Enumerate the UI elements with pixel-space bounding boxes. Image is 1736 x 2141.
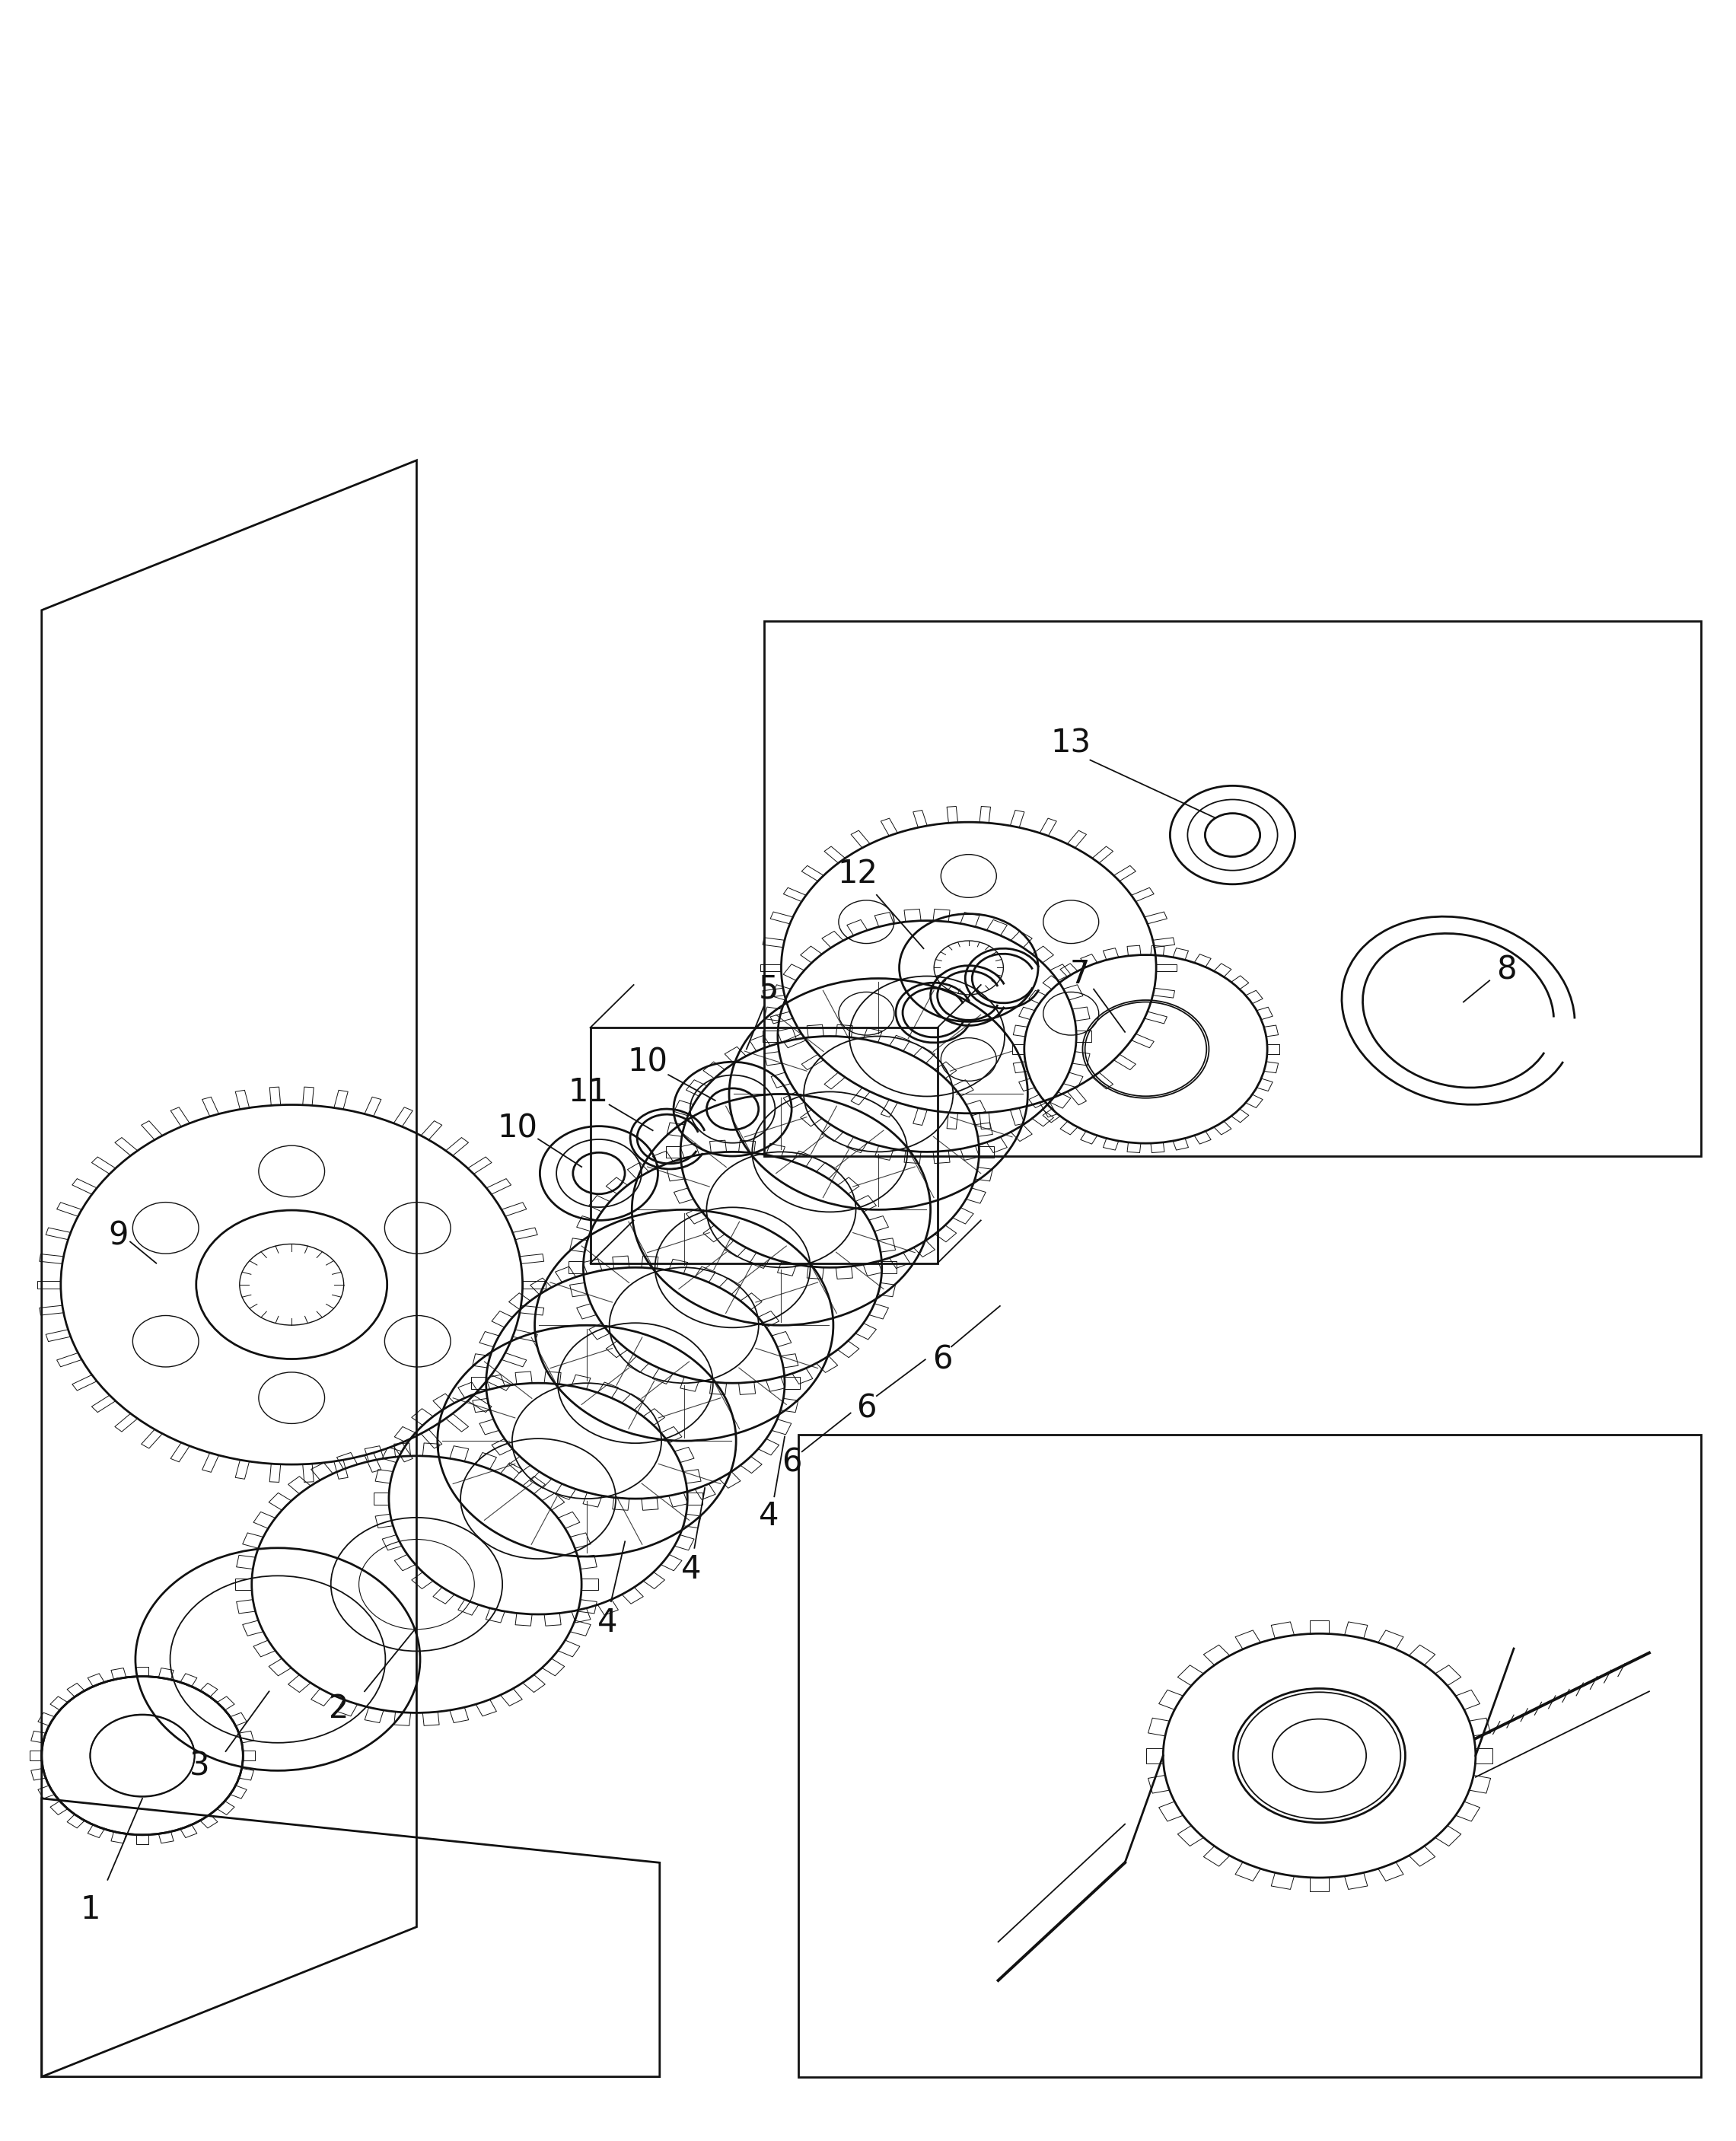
- Text: 10: 10: [496, 1113, 538, 1143]
- Text: 4: 4: [681, 1554, 701, 1584]
- Text: 4: 4: [597, 1608, 618, 1638]
- Text: 11: 11: [568, 1077, 609, 1107]
- Text: 9: 9: [108, 1220, 128, 1250]
- Text: 5: 5: [759, 974, 779, 1004]
- Text: 2: 2: [328, 1694, 349, 1724]
- Text: 12: 12: [837, 859, 878, 889]
- Text: 4: 4: [759, 1501, 779, 1531]
- Text: 6: 6: [856, 1394, 877, 1424]
- Text: 10: 10: [627, 1047, 668, 1077]
- Text: 8: 8: [1496, 955, 1517, 985]
- Text: 13: 13: [1050, 728, 1092, 758]
- Text: 3: 3: [189, 1751, 210, 1781]
- Text: 1: 1: [80, 1895, 101, 1925]
- Text: 6: 6: [781, 1447, 802, 1477]
- Text: 6: 6: [932, 1345, 953, 1375]
- Text: 7: 7: [1069, 959, 1090, 989]
